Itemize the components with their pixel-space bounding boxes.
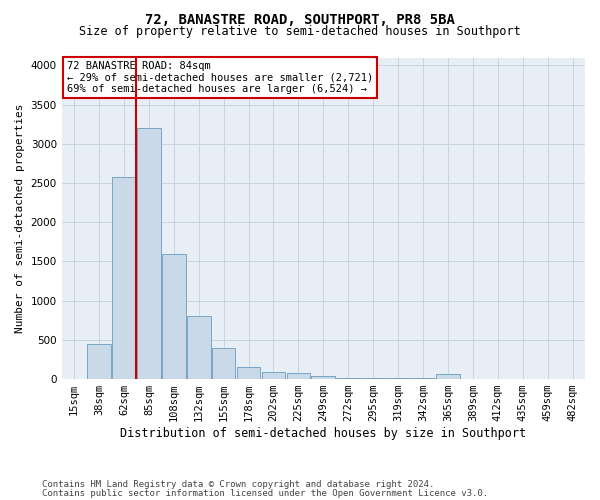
Bar xyxy=(212,348,235,379)
Text: 72 BANASTRE ROAD: 84sqm
← 29% of semi-detached houses are smaller (2,721)
69% of: 72 BANASTRE ROAD: 84sqm ← 29% of semi-de… xyxy=(67,60,373,94)
Y-axis label: Number of semi-detached properties: Number of semi-detached properties xyxy=(15,104,25,333)
Bar xyxy=(337,378,360,379)
Bar xyxy=(162,254,185,379)
Text: Size of property relative to semi-detached houses in Southport: Size of property relative to semi-detach… xyxy=(79,25,521,38)
Text: Contains public sector information licensed under the Open Government Licence v3: Contains public sector information licen… xyxy=(42,489,488,498)
Bar xyxy=(311,376,335,379)
Bar xyxy=(137,128,161,379)
X-axis label: Distribution of semi-detached houses by size in Southport: Distribution of semi-detached houses by … xyxy=(120,427,526,440)
Bar xyxy=(436,374,460,379)
Bar xyxy=(237,368,260,379)
Bar xyxy=(187,316,211,379)
Bar xyxy=(287,373,310,379)
Bar xyxy=(386,378,410,379)
Text: 72, BANASTRE ROAD, SOUTHPORT, PR8 5BA: 72, BANASTRE ROAD, SOUTHPORT, PR8 5BA xyxy=(145,12,455,26)
Bar xyxy=(411,378,435,379)
Bar xyxy=(87,344,111,379)
Text: Contains HM Land Registry data © Crown copyright and database right 2024.: Contains HM Land Registry data © Crown c… xyxy=(42,480,434,489)
Bar xyxy=(361,378,385,379)
Bar xyxy=(112,176,136,379)
Bar xyxy=(262,372,286,379)
